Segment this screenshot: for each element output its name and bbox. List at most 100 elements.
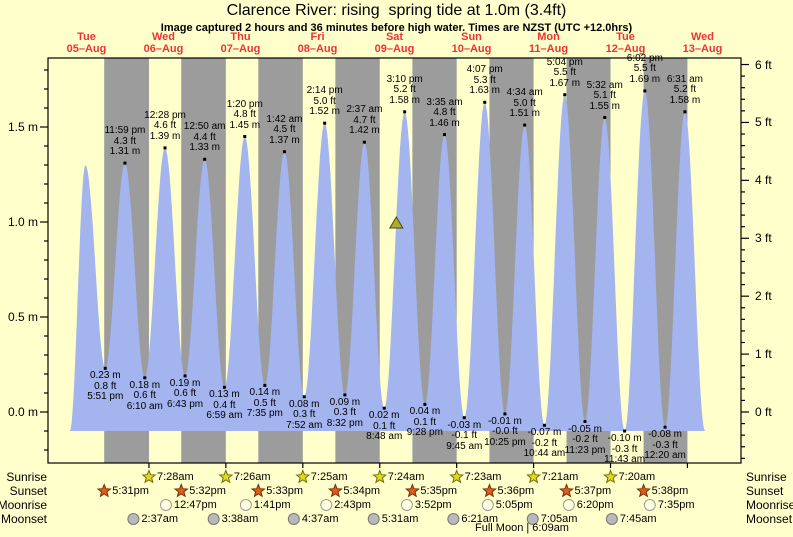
sunset-time: 5:32pm: [189, 485, 226, 497]
day-label: Tue 05–Aug: [47, 31, 127, 55]
tide-annotation-line: 0.8 ft: [94, 380, 117, 392]
tide-annotation-line: -0.3 ft: [611, 443, 638, 455]
tide-annotation-line: 1.31 m: [109, 146, 141, 158]
tide-annotation-line: 0.6 ft: [173, 388, 197, 400]
moonset-icon: [287, 513, 300, 525]
moonrise-icon: [160, 499, 173, 511]
sunset-time: 5:37pm: [574, 485, 612, 497]
sunrise-time: 7:25am: [310, 471, 348, 483]
tide-annotation-line: 6:31 am: [666, 73, 703, 85]
high-tide-annotation: 6:31 am 5.2 ft 1.58 m: [643, 73, 727, 107]
moonrise-time: 1:41pm: [253, 499, 291, 511]
tide-annotation-line: 5.5 ft: [553, 67, 576, 79]
tide-annotation-line: 0.6 ft: [133, 390, 156, 402]
tide-annotation-line: 5.2 ft: [393, 84, 416, 96]
high-tide-annotation: 2:37 am 4.7 ft 1.42 m: [322, 105, 406, 137]
y-axis-label-ft: 0 ft: [755, 405, 772, 419]
day-label: Sat 09–Aug: [355, 31, 435, 55]
y-axis-label-m: 1.0 m: [7, 215, 38, 229]
tide-point-dot: [542, 423, 546, 427]
tide-point-dot: [103, 366, 107, 370]
moonrise-icon: [643, 499, 656, 511]
y-axis-label-m: 0.0 m: [7, 405, 38, 419]
page-title: Clarence River: rising spring tide at 1.…: [226, 2, 567, 19]
tide-annotation-line: -0.1 ft: [451, 430, 478, 442]
tide-point-dot: [143, 376, 147, 380]
tide-point-dot: [243, 135, 247, 138]
tide-annotation-line: 5.5 ft: [633, 63, 656, 75]
tide-annotation-line: 1.52 m: [309, 106, 340, 118]
tide-annotation-line: 1.33 m: [189, 142, 220, 154]
tide-point-dot: [282, 150, 286, 154]
tide-annotation-line: -0.2 ft: [531, 437, 558, 449]
tide-annotation-line: 1.45 m: [229, 119, 261, 131]
low-tide-annotation: 0.18 m 0.6 ft 6:10 am: [103, 379, 187, 413]
tide-point-dot: [362, 140, 366, 144]
tide-annotation-line: 0.14 m: [249, 387, 281, 399]
tide-point-dot: [163, 146, 167, 150]
sunset-time: 5:36pm: [497, 485, 535, 497]
tide-annotation-line: 3:35 am: [426, 96, 463, 108]
high-tide-annotation: 12:28 pm 4.6 ft 1.39 m: [123, 110, 207, 143]
tide-annotation-line: 1.69 m: [629, 73, 661, 85]
tide-annotation-line: 4.3 ft: [113, 135, 137, 147]
tide-point-dot: [523, 123, 527, 127]
sunrise-icon: [141, 469, 157, 484]
moonset-time: 3:38am: [221, 513, 259, 525]
tide-annotation-line: -0.08 m: [648, 429, 682, 441]
tide-annotation-line: 0.23 m: [89, 370, 121, 382]
day-weekday: Fri: [310, 31, 325, 43]
tide-annotation-line: -0.03 m: [447, 419, 482, 431]
day-weekday: Mon: [537, 31, 560, 43]
tide-point-dot: [302, 395, 306, 399]
day-weekday: Sat: [385, 31, 404, 43]
day-date: 05–Aug: [66, 43, 107, 55]
sunrise-icon: [295, 469, 311, 484]
day-date: 11–Aug: [528, 43, 569, 55]
tide-annotation-line: 0.19 m: [169, 377, 201, 389]
tide-annotation-line: 1.39 m: [149, 130, 181, 142]
tide-annotation-line: 10:25 pm: [484, 436, 526, 448]
low-tide-annotation: 0.19 m 0.6 ft 6:43 pm: [143, 377, 227, 411]
sunset-icon: [327, 483, 343, 498]
tide-annotation-line: 7:52 am: [286, 419, 323, 431]
day-date: 13–Aug: [682, 43, 723, 55]
tide-annotation-line: 1.55 m: [589, 100, 621, 112]
moonset-icon: [367, 513, 380, 525]
tide-point-dot: [123, 161, 127, 165]
moonset-time: 7:05am: [540, 513, 578, 525]
moonrise-time: 5:05pm: [495, 499, 533, 511]
moonrise-icon: [400, 499, 413, 511]
low-tide-annotation: 0.02 m 0.1 ft 8:48 am: [342, 411, 426, 443]
tide-annotation-line: 2:14 pm: [306, 85, 343, 97]
low-tide-annotation: -0.01 m -0.0 ft 10:25 pm: [463, 416, 547, 449]
tide-point-dot: [483, 100, 487, 104]
sunrise-time: 7:23am: [464, 471, 502, 483]
moonset-time: 6:21am: [461, 513, 499, 525]
day-weekday: Thu: [230, 31, 251, 43]
sunrise-time: 7:20am: [618, 471, 656, 483]
day-label: Tue 12–Aug: [586, 31, 666, 55]
tide-annotation-line: 5.2 ft: [673, 84, 697, 96]
tide-point-dot: [222, 385, 226, 389]
tide-point-dot: [323, 121, 327, 125]
tide-point-dot: [183, 374, 187, 378]
tide-annotation-line: 0.04 m: [409, 406, 441, 418]
tide-annotation-line: 6:43 pm: [166, 398, 204, 410]
sunset-icon: [404, 483, 420, 498]
subtitle: Image captured 2 hours and 36 minutes be…: [160, 22, 633, 34]
tide-annotation-line: 5:51 pm: [87, 391, 124, 403]
y-axis-label-ft: 6 ft: [755, 57, 772, 72]
tide-annotation-line: 4.5 ft: [273, 124, 296, 136]
sunset-row-label-right: Sunset: [746, 484, 784, 498]
tide-point-dot: [683, 110, 687, 114]
tide-point-dot: [382, 406, 386, 410]
y-axis-label-ft: 5 ft: [755, 115, 772, 130]
day-date: 09–Aug: [374, 43, 415, 55]
tide-annotation-line: 0.18 m: [129, 379, 161, 391]
tide-annotation-line: 1.37 m: [269, 134, 300, 146]
tide-annotation-line: 4.8 ft: [233, 109, 256, 120]
tide-point-dot: [423, 402, 427, 406]
